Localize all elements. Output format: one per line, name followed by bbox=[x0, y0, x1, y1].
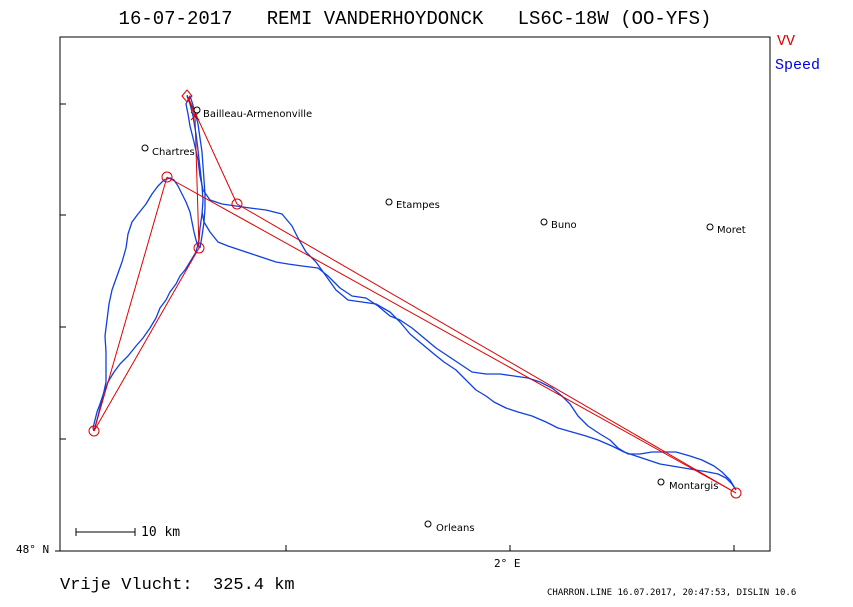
city-label-buno: Buno bbox=[551, 220, 577, 231]
city-marker bbox=[385, 198, 393, 206]
city-label-bailleau: Bailleau-Armenonville bbox=[203, 109, 313, 120]
vv-leg bbox=[194, 115, 200, 249]
vv-leg bbox=[236, 203, 737, 494]
flight-distance: Vrije Vlucht: 325.4 km bbox=[60, 576, 295, 595]
track-segment-outbound bbox=[92, 95, 204, 432]
city-label-etampes: Etampes bbox=[396, 200, 440, 211]
scale-label: 10 km bbox=[141, 525, 181, 540]
legend-speed: Speed bbox=[775, 57, 821, 74]
scale-bar bbox=[75, 528, 136, 536]
turnpoint-circle bbox=[193, 242, 205, 254]
city-label-chartres: Chartres bbox=[152, 147, 195, 158]
vv-leg bbox=[93, 176, 168, 432]
city-label-montargis: Montargis bbox=[669, 481, 719, 492]
map-frame bbox=[59, 36, 771, 552]
legend-vv: VV bbox=[777, 33, 796, 50]
city-marker bbox=[424, 520, 432, 528]
frame-ticks bbox=[55, 103, 735, 552]
footer-info: CHARRON.LINE 16.07.2017, 20:47:53, DISLI… bbox=[547, 588, 797, 598]
turnpoint-circle bbox=[730, 487, 742, 499]
city-markers bbox=[141, 106, 714, 528]
track-segment-climb bbox=[93, 177, 201, 432]
start-diamond bbox=[181, 89, 193, 103]
vv-leg bbox=[186, 94, 196, 117]
longitude-label: 2° E bbox=[494, 557, 521, 570]
turnpoint-circle bbox=[88, 425, 100, 437]
track-segment-return-north bbox=[185, 95, 737, 491]
speed-track bbox=[92, 95, 737, 491]
turnpoint-circle bbox=[161, 171, 173, 183]
city-label-orleans: Orleans bbox=[436, 523, 475, 534]
vv-leg bbox=[93, 247, 200, 432]
city-marker bbox=[706, 223, 714, 231]
city-marker bbox=[141, 144, 149, 152]
city-marker bbox=[193, 106, 201, 114]
city-label-moret: Moret bbox=[717, 225, 746, 236]
vv-leg bbox=[166, 176, 737, 494]
turnpoint-circle bbox=[231, 198, 243, 210]
city-marker bbox=[540, 218, 548, 226]
latitude-label: 48° N bbox=[16, 543, 50, 556]
vv-task-lines bbox=[93, 94, 737, 494]
page-title: 16-07-2017 REMI VANDERHOYDONCK LS6C-18W … bbox=[118, 8, 712, 30]
track-segment-return-south bbox=[201, 211, 737, 491]
vv-leg bbox=[186, 94, 238, 205]
city-marker bbox=[657, 478, 665, 486]
